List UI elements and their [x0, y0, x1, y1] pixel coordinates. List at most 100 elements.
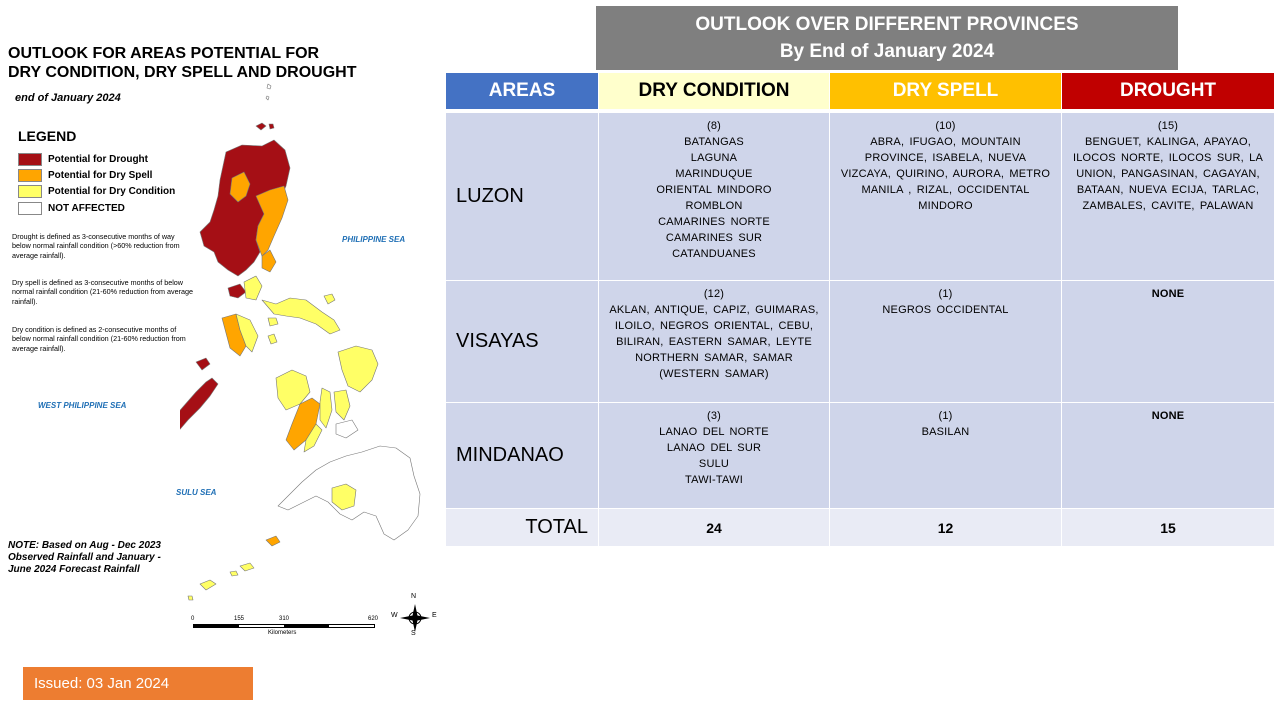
row-area-visayas: VISAYAS [445, 280, 599, 403]
total-drought: 15 [1061, 508, 1275, 547]
cell-visayas-drought: NONE [1061, 280, 1275, 403]
column-header-dry-spell: DRY SPELL [829, 72, 1062, 110]
scale-tick: 310 [279, 616, 290, 622]
map-region-calamian-drought [195, 357, 211, 371]
outlook-table: AREAS DRY CONDITION DRY SPELL DROUGHT LU… [445, 72, 1275, 547]
count: (12) [703, 288, 725, 300]
map-region-sulu-dry-condition [229, 562, 255, 577]
legend-label: Potential for Dry Condition [48, 185, 176, 197]
note-line1: NOTE: Based on Aug - Dec 2023 [8, 540, 161, 551]
map-region-romblon-dry-condition [267, 333, 278, 345]
total-dry-condition: 24 [598, 508, 830, 547]
outlook-header-line1: OUTLOOK OVER DIFFERENT PROVINCES [695, 14, 1079, 35]
legend-swatch-not-affected [18, 201, 42, 215]
legend-label: Potential for Drought [48, 153, 148, 165]
cell-luzon-dry-condition: (8) BATANGAS LAGUNA MARINDUQUE ORIENTAL … [598, 112, 830, 281]
legend-swatch-dry-spell [18, 168, 42, 182]
count: (15) [1157, 120, 1179, 132]
map-title: OUTLOOK FOR AREAS POTENTIAL FOR DRY COND… [8, 44, 408, 82]
province-list: ABRA, IFUGAO, MOUNTAIN PROVINCE, ISABELA… [840, 136, 1051, 212]
map-region-batanes [265, 83, 272, 101]
map-region-cebu-dry-condition [319, 387, 333, 429]
scale-tick: 155 [234, 616, 245, 622]
legend-swatch-drought [18, 152, 42, 166]
count: (8) [706, 120, 722, 132]
row-area-luzon: LUZON [445, 112, 599, 281]
province-list: NEGROS OCCIDENTAL [882, 304, 1009, 316]
count: (1) [938, 288, 953, 300]
philippines-map [180, 83, 421, 601]
table-row-total: TOTAL 24 12 15 [445, 508, 1275, 547]
legend-item-dry-condition: Potential for Dry Condition [18, 184, 175, 198]
cell-mindanao-drought: NONE [1061, 402, 1275, 509]
count: (3) [706, 410, 722, 422]
cell-luzon-dry-spell: (10) ABRA, IFUGAO, MOUNTAIN PROVINCE, IS… [829, 112, 1062, 281]
scale-bar [193, 624, 375, 628]
map-region-calabarzon-dry-condition [243, 275, 263, 301]
table-header-row: AREAS DRY CONDITION DRY SPELL DROUGHT [445, 72, 1275, 110]
map-region-bataan-cavite-drought [227, 283, 247, 299]
map-region-lanao-dry-condition [331, 483, 357, 511]
legend-label: Potential for Dry Spell [48, 169, 153, 181]
province-list: BENGUET, KALINGA, APAYAO, ILOCOS NORTE, … [1072, 136, 1264, 212]
total-label: TOTAL [445, 508, 599, 547]
column-header-dry-condition: DRY CONDITION [598, 72, 830, 110]
compass-rose-icon [400, 604, 430, 632]
map-subtitle: end of January 2024 [15, 92, 121, 104]
map-region-aurora-dry-spell [261, 249, 277, 273]
count: (1) [938, 410, 953, 422]
legend-item-drought: Potential for Drought [18, 152, 148, 166]
map-region-catanduanes-dry-condition [323, 293, 336, 305]
note: NOTE: Based on Aug - Dec 2023 Observed R… [8, 540, 188, 576]
legend-label: NOT AFFECTED [48, 202, 125, 214]
definition-drought: Drought is defined as 3-consecutive mont… [12, 232, 180, 260]
note-line3: June 2024 Forecast Rainfall [8, 564, 140, 575]
map-title-line1: OUTLOOK FOR AREAS POTENTIAL FOR [8, 45, 320, 62]
province-list: BATANGAS LAGUNA MARINDUQUE ORIENTAL MIND… [656, 136, 772, 260]
province-list: AKLAN, ANTIQUE, CAPIZ, GUIMARAS, ILOILO,… [609, 304, 819, 380]
sea-label-west-philippine: WEST PHILIPPINE SEA [38, 401, 127, 410]
outlook-header: OUTLOOK OVER DIFFERENT PROVINCES By End … [596, 6, 1178, 70]
map-region-palawan-drought [180, 377, 219, 430]
scale-tick: 620 [368, 616, 379, 622]
legend-title: LEGEND [18, 128, 77, 144]
map-region-panay-dry-condition [275, 369, 311, 411]
compass-n: N [411, 593, 417, 600]
map-region-cordillera-dry-spell [229, 171, 251, 203]
map-title-line2: DRY CONDITION, DRY SPELL AND DROUGHT [8, 64, 357, 81]
province-list: BASILAN [921, 426, 970, 438]
cell-luzon-drought: (15) BENGUET, KALINGA, APAYAO, ILOCOS NO… [1061, 112, 1275, 281]
cell-visayas-dry-spell: (1) NEGROS OCCIDENTAL [829, 280, 1062, 403]
definition-dry-spell: Dry spell is defined as 3-consecutive mo… [12, 278, 193, 306]
cell-visayas-dry-condition: (12) AKLAN, ANTIQUE, CAPIZ, GUIMARAS, IL… [598, 280, 830, 403]
sea-label-sulu: SULU SEA [176, 488, 217, 497]
map-region-babuyan [255, 122, 275, 131]
cell-mindanao-dry-spell: (1) BASILAN [829, 402, 1062, 509]
map-region-bohol [335, 419, 359, 439]
scale-tick: 0 [191, 616, 195, 622]
map-region-leyte-dry-condition [333, 389, 351, 421]
table-row: MINDANAO (3) LANAO DEL NORTE LANAO DEL S… [445, 402, 1275, 509]
column-header-areas: AREAS [445, 72, 599, 110]
compass-e: E [432, 612, 437, 619]
map-region-samar-dry-condition [337, 345, 379, 393]
legend-item-not-affected: NOT AFFECTED [18, 201, 125, 215]
map-region-bicol-dry-condition [261, 297, 341, 335]
province-list: LANAO DEL NORTE LANAO DEL SUR SULU TAWI-… [659, 426, 769, 486]
outlook-header-line2: By End of January 2024 [779, 41, 995, 62]
cell-mindanao-dry-condition: (3) LANAO DEL NORTE LANAO DEL SUR SULU T… [598, 402, 830, 509]
province-list: NONE [1151, 410, 1185, 422]
legend-item-dry-spell: Potential for Dry Spell [18, 168, 152, 182]
row-area-mindanao: MINDANAO [445, 402, 599, 509]
compass-s: S [411, 630, 416, 637]
compass-w: W [391, 612, 398, 619]
table-row: LUZON (8) BATANGAS LAGUNA MARINDUQUE ORI… [445, 112, 1275, 281]
map-region-marinduque-dry-condition [267, 317, 279, 327]
province-list: NONE [1151, 288, 1185, 300]
table-row: VISAYAS (12) AKLAN, ANTIQUE, CAPIZ, GUIM… [445, 280, 1275, 403]
map-region-isabela-dry-spell [255, 185, 289, 257]
total-dry-spell: 12 [829, 508, 1062, 547]
map-region-north-luzon-drought [199, 139, 291, 277]
map-region-tawi-tawi-dry-condition [187, 579, 217, 601]
note-line2: Observed Rainfall and January - [8, 552, 161, 563]
